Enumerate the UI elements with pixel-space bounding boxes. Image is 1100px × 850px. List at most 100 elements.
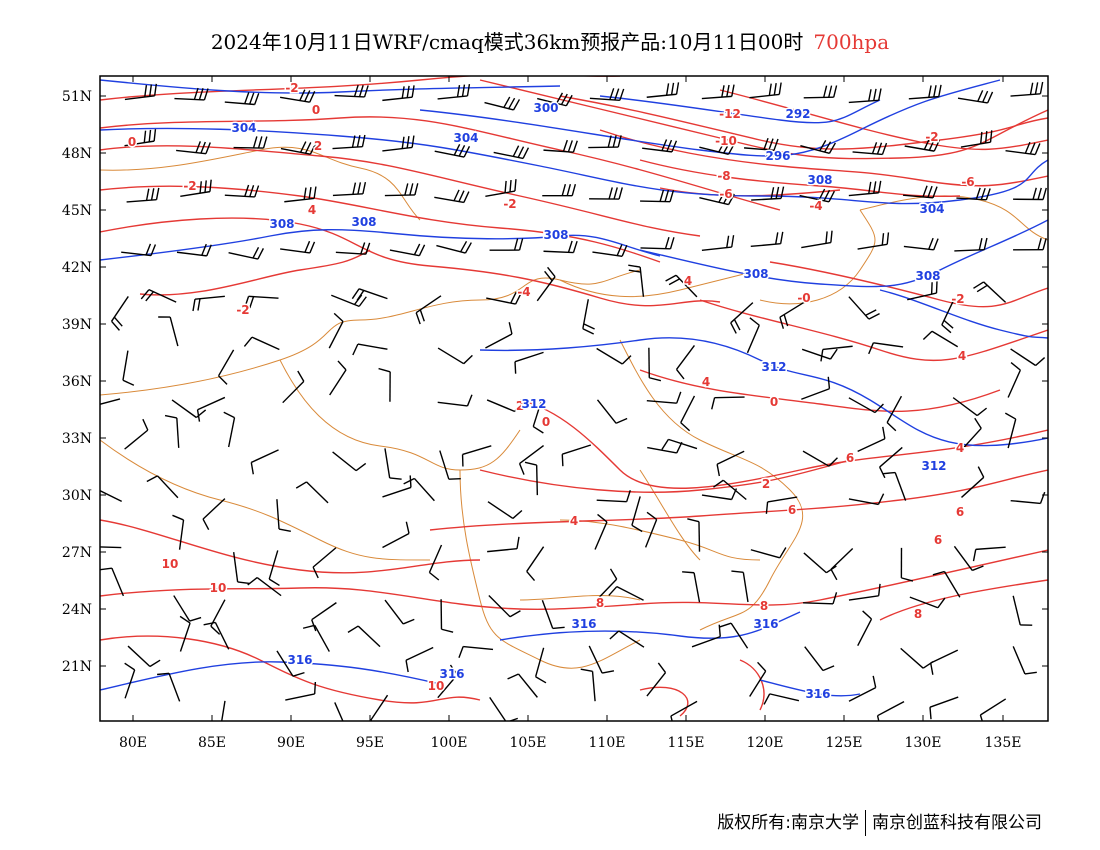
- wind-barb-flag: [669, 190, 675, 202]
- wind-barb-shaft: [668, 438, 698, 450]
- wind-barb-flag: [727, 143, 735, 155]
- wind-barb-flag: [544, 270, 553, 282]
- height-contour-line: [100, 79, 561, 94]
- wind-barb-flag: [976, 407, 988, 417]
- temperature-contour-label: 4: [958, 349, 966, 363]
- wind-barb-flag: [514, 179, 517, 192]
- copyright-separator: [865, 810, 866, 836]
- wind-barb-shaft: [217, 349, 235, 377]
- wind-barb-flag: [353, 84, 359, 97]
- boundary-line: [759, 209, 876, 305]
- wind-barb-flag: [665, 274, 677, 282]
- wind-barb-flag: [827, 376, 831, 389]
- wind-barb-flag: [204, 180, 207, 193]
- wind-barb-flag: [687, 518, 700, 523]
- wind-barb-flag: [901, 577, 914, 582]
- wind-barb-flag: [535, 676, 547, 684]
- wind-barb-flag: [153, 129, 157, 142]
- wind-barb-flag: [757, 661, 767, 672]
- wind-barb-shaft: [802, 450, 830, 467]
- wind-barb-flag: [526, 570, 536, 582]
- wind-barb-shaft: [596, 347, 623, 365]
- wind-barb-flag: [719, 622, 732, 628]
- wind-barb-flag: [828, 142, 836, 154]
- wind-barb-flag: [403, 477, 415, 485]
- wind-barb-flag: [763, 693, 771, 705]
- wind-barb-shaft: [931, 330, 959, 348]
- wind-barb-flag: [309, 143, 317, 155]
- wind-barb-flag: [716, 464, 721, 477]
- height-contour-line: [639, 219, 1048, 288]
- wind-barb-flag: [597, 513, 608, 523]
- wind-barb-flag: [922, 185, 928, 198]
- wind-barb-flag: [512, 99, 521, 111]
- wind-barb-shaft: [975, 546, 1006, 551]
- wind-barb-shaft: [227, 417, 236, 448]
- wind-barb-flag: [862, 610, 872, 620]
- temperature-contour-label: 0: [128, 135, 136, 149]
- wind-barb-flag: [516, 536, 520, 549]
- wind-barb-shaft: [488, 595, 511, 618]
- wind-barb-flag: [100, 567, 112, 571]
- temperature-contour-label: -2: [951, 292, 964, 306]
- lon-label: 110E: [589, 735, 626, 751]
- wind-barb-shaft: [543, 149, 574, 153]
- temperature-contour-line: [139, 249, 371, 296]
- wind-barb-shaft: [749, 93, 780, 99]
- wind-barb-flag: [313, 186, 317, 199]
- wind-barb-flag: [937, 597, 946, 609]
- temperature-contour-label: 2: [762, 477, 770, 491]
- wind-barb-flag: [347, 728, 359, 730]
- wind-barb-flag: [682, 571, 695, 574]
- wind-barb-flag: [249, 296, 255, 309]
- wind-barb-flag: [775, 186, 780, 199]
- wind-barb-shaft: [746, 324, 760, 354]
- wind-barb-flag: [203, 88, 209, 101]
- temperature-contour-line: [599, 129, 1048, 187]
- wind-barb-flag: [607, 135, 612, 148]
- wind-barb-flag: [649, 377, 662, 382]
- lon-label: 105E: [510, 735, 547, 751]
- wind-barb-flag: [779, 316, 785, 329]
- wind-barb-shaft: [857, 618, 873, 646]
- wind-barb-flag: [429, 571, 440, 581]
- wind-barb-shaft: [176, 417, 180, 448]
- height-contour-line: [479, 337, 1048, 447]
- wind-barb-flag: [871, 142, 878, 154]
- wind-barb-flag: [566, 183, 572, 196]
- temperature-contour-line: [699, 299, 1048, 362]
- wind-barb-flag: [358, 85, 364, 97]
- wind-barb-shaft: [767, 496, 798, 503]
- height-contour-label: 308: [807, 173, 832, 187]
- wind-barb-shaft: [100, 398, 121, 405]
- temperature-contour-label: 2: [516, 399, 524, 413]
- wind-barb-shaft: [591, 671, 596, 702]
- wind-barb-flag: [360, 242, 366, 255]
- wind-barb-flag: [980, 187, 986, 200]
- height-contour-label: 308: [543, 228, 568, 242]
- wind-barb-flag: [561, 183, 567, 196]
- wind-barb-flag: [731, 235, 735, 248]
- wind-barb-flag: [614, 88, 620, 101]
- height-contour-label: 312: [521, 397, 546, 411]
- wind-barb-flag: [989, 130, 993, 143]
- wind-barb-flag: [927, 185, 933, 198]
- wind-barb-flag: [140, 289, 150, 300]
- wind-barb-flag: [780, 186, 785, 199]
- wind-barb-flag: [514, 361, 517, 374]
- wind-barb-flag: [773, 138, 779, 151]
- wind-barb-flag: [257, 248, 265, 260]
- wind-barb-flag: [718, 141, 726, 153]
- height-contour-line: [499, 611, 801, 641]
- temperature-contour-line: [100, 185, 661, 263]
- wind-barb-shaft: [282, 380, 305, 404]
- wind-barb-shaft: [437, 347, 465, 365]
- wind-barb-flag: [409, 475, 412, 488]
- wind-barb-shaft: [100, 546, 122, 549]
- wind-barb-shaft: [714, 396, 745, 399]
- wind-barb-shaft: [1010, 499, 1041, 505]
- wind-barb-flag: [664, 236, 670, 249]
- wind-barb-flag: [206, 244, 212, 257]
- wind-barb-flag: [726, 84, 730, 97]
- height-contour-label: 304: [453, 131, 478, 145]
